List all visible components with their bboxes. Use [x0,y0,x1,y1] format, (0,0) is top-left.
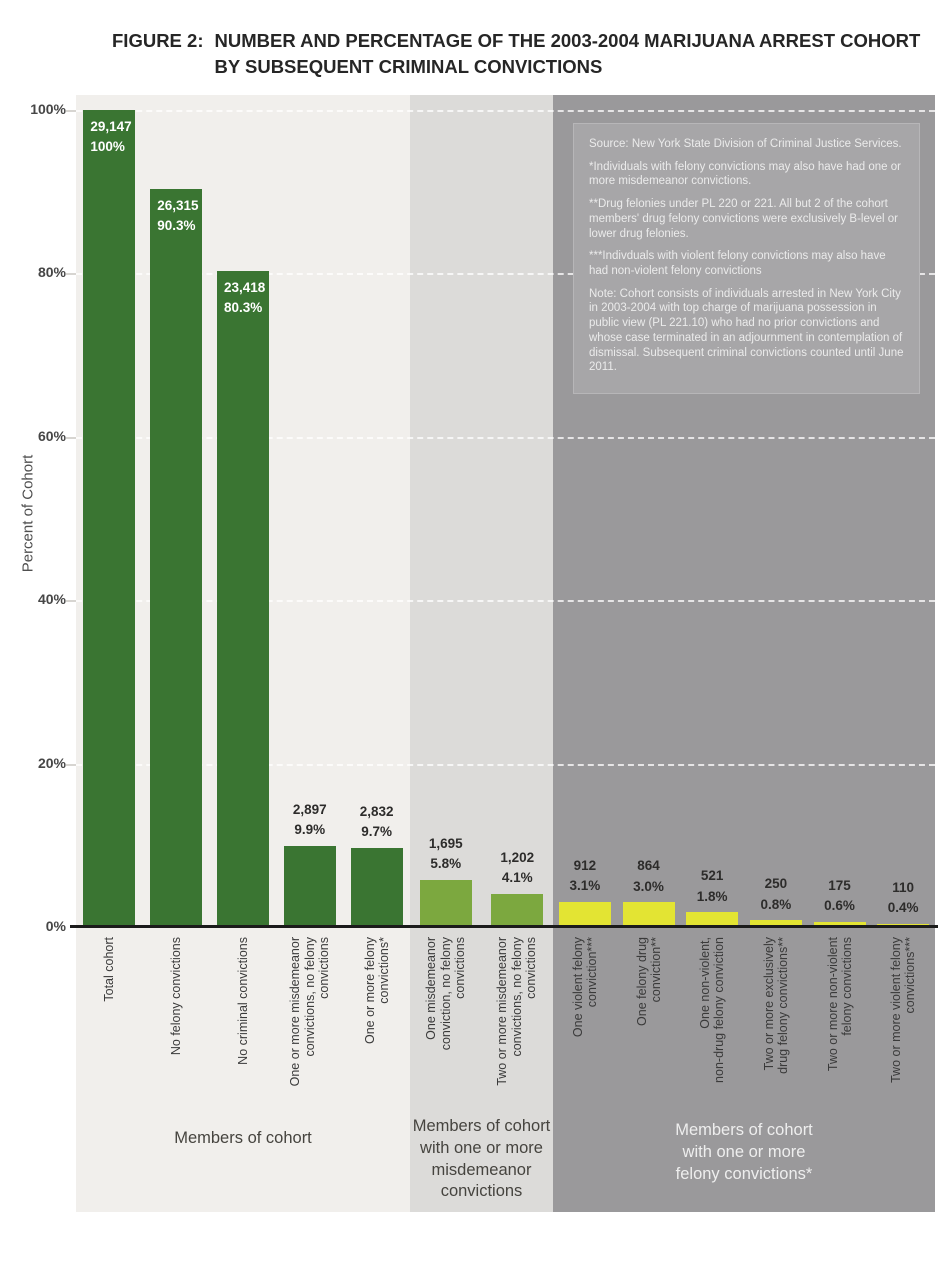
note-paragraph: Source: New York State Division of Crimi… [589,138,902,150]
note-paragraph: *Individuals with felony convictions may… [589,160,901,188]
gridline [76,436,935,439]
bar-value-label: 23,418 80.3% [224,279,266,316]
bar-value-label: 26,315 90.3% [157,198,199,234]
bar-value-label: 175 0.6% [824,878,855,914]
group-label: Members of cohort with one or more felon… [675,1121,813,1183]
x-axis-line [70,925,938,928]
bar-value-label: 1,695 5.8% [428,835,463,871]
y-tick-label: 100% [30,101,66,117]
bar-category-label: One misdemeanor conviction, no felony co… [424,937,467,1051]
notes-box: Source: New York State Division of Crimi… [573,123,920,395]
bar-category-label: Two or more exclusively drug felony conv… [761,937,790,1074]
y-tick-label: 80% [37,264,66,281]
note-paragraph: **Drug felonies under PL 220 or 221. All… [589,198,898,240]
gridline [66,436,76,439]
bar [558,901,611,927]
bar-category-label: Two or more non-violent felony convictio… [825,937,854,1072]
bar-category-label: One violent felony conviction*** [570,937,599,1038]
bar [150,189,203,927]
gridline [76,763,935,766]
page-title: FIGURE 2: NUMBER AND PERCENTAGE OF THE 2… [112,28,920,80]
gridline [76,110,935,112]
gridline [66,763,76,766]
gridline [76,600,935,603]
bar-category-label: Total cohort [102,937,117,1002]
gridline [66,273,76,276]
bar-value-label: 864 3.0% [633,858,664,894]
title-line-2: BY SUBSEQUENT CRIMINAL CONVICTIONS [214,55,603,77]
bar [283,846,336,927]
bar-category-label: No criminal convictions [235,937,250,1065]
bar-value-label: 110 0.4% [887,879,919,915]
bar [217,270,269,927]
bar-category-label: One or more felony convictions* [362,937,391,1044]
bar [749,920,802,927]
bar-value-label: 250 0.8% [760,876,792,912]
bar-category-label: Two or more violent felony convictions**… [888,937,918,1083]
bar-category-label: One or more misdemeanor convictions, no … [288,937,331,1087]
bar-value-label: 912 3.1% [569,857,601,893]
bar [622,902,675,927]
gridline [66,600,76,603]
group-label: Members of cohort with one or more misde… [412,1117,551,1201]
bar-value-label: 521 1.8% [696,868,728,904]
y-tick-label: 20% [37,754,66,771]
bar [813,922,866,927]
y-tick-label: 40% [37,591,66,608]
bar-category-label: One non-violent, non-drug felony convict… [697,937,727,1083]
bar-category-label: Two or more misdemeanor convictions, no … [495,937,539,1086]
group-label: Members of cohort [174,1129,312,1147]
bar-category-label: One felony drug conviction** [634,937,663,1026]
y-axis-title: Percent of Cohort [19,454,37,573]
y-tick-label: 0% [45,918,66,934]
bar [491,893,544,927]
bar-value-label: 2,832 9.7% [359,803,394,839]
note-paragraph: ***Indivduals with violent felony convic… [589,250,886,278]
note-paragraph: Note: Cohort consists of individuals arr… [589,287,904,374]
bar-value-label: 29,147 100% [90,119,132,155]
chart-panel [410,95,553,1212]
bar-value-label: 2,897 9.9% [292,802,327,838]
y-tick-label: 60% [37,427,66,444]
bar-value-label: 1,202 4.1% [500,849,535,885]
bar [350,847,403,927]
bar [686,912,739,927]
title-prefix: FIGURE 2: [112,30,204,51]
title-line-1: NUMBER AND PERCENTAGE OF THE 2003-2004 M… [214,30,921,51]
gridline [66,110,76,112]
bar [83,110,136,927]
bar-category-label: No felony convictions [169,937,183,1056]
bar [419,879,472,927]
gridline [76,273,935,276]
